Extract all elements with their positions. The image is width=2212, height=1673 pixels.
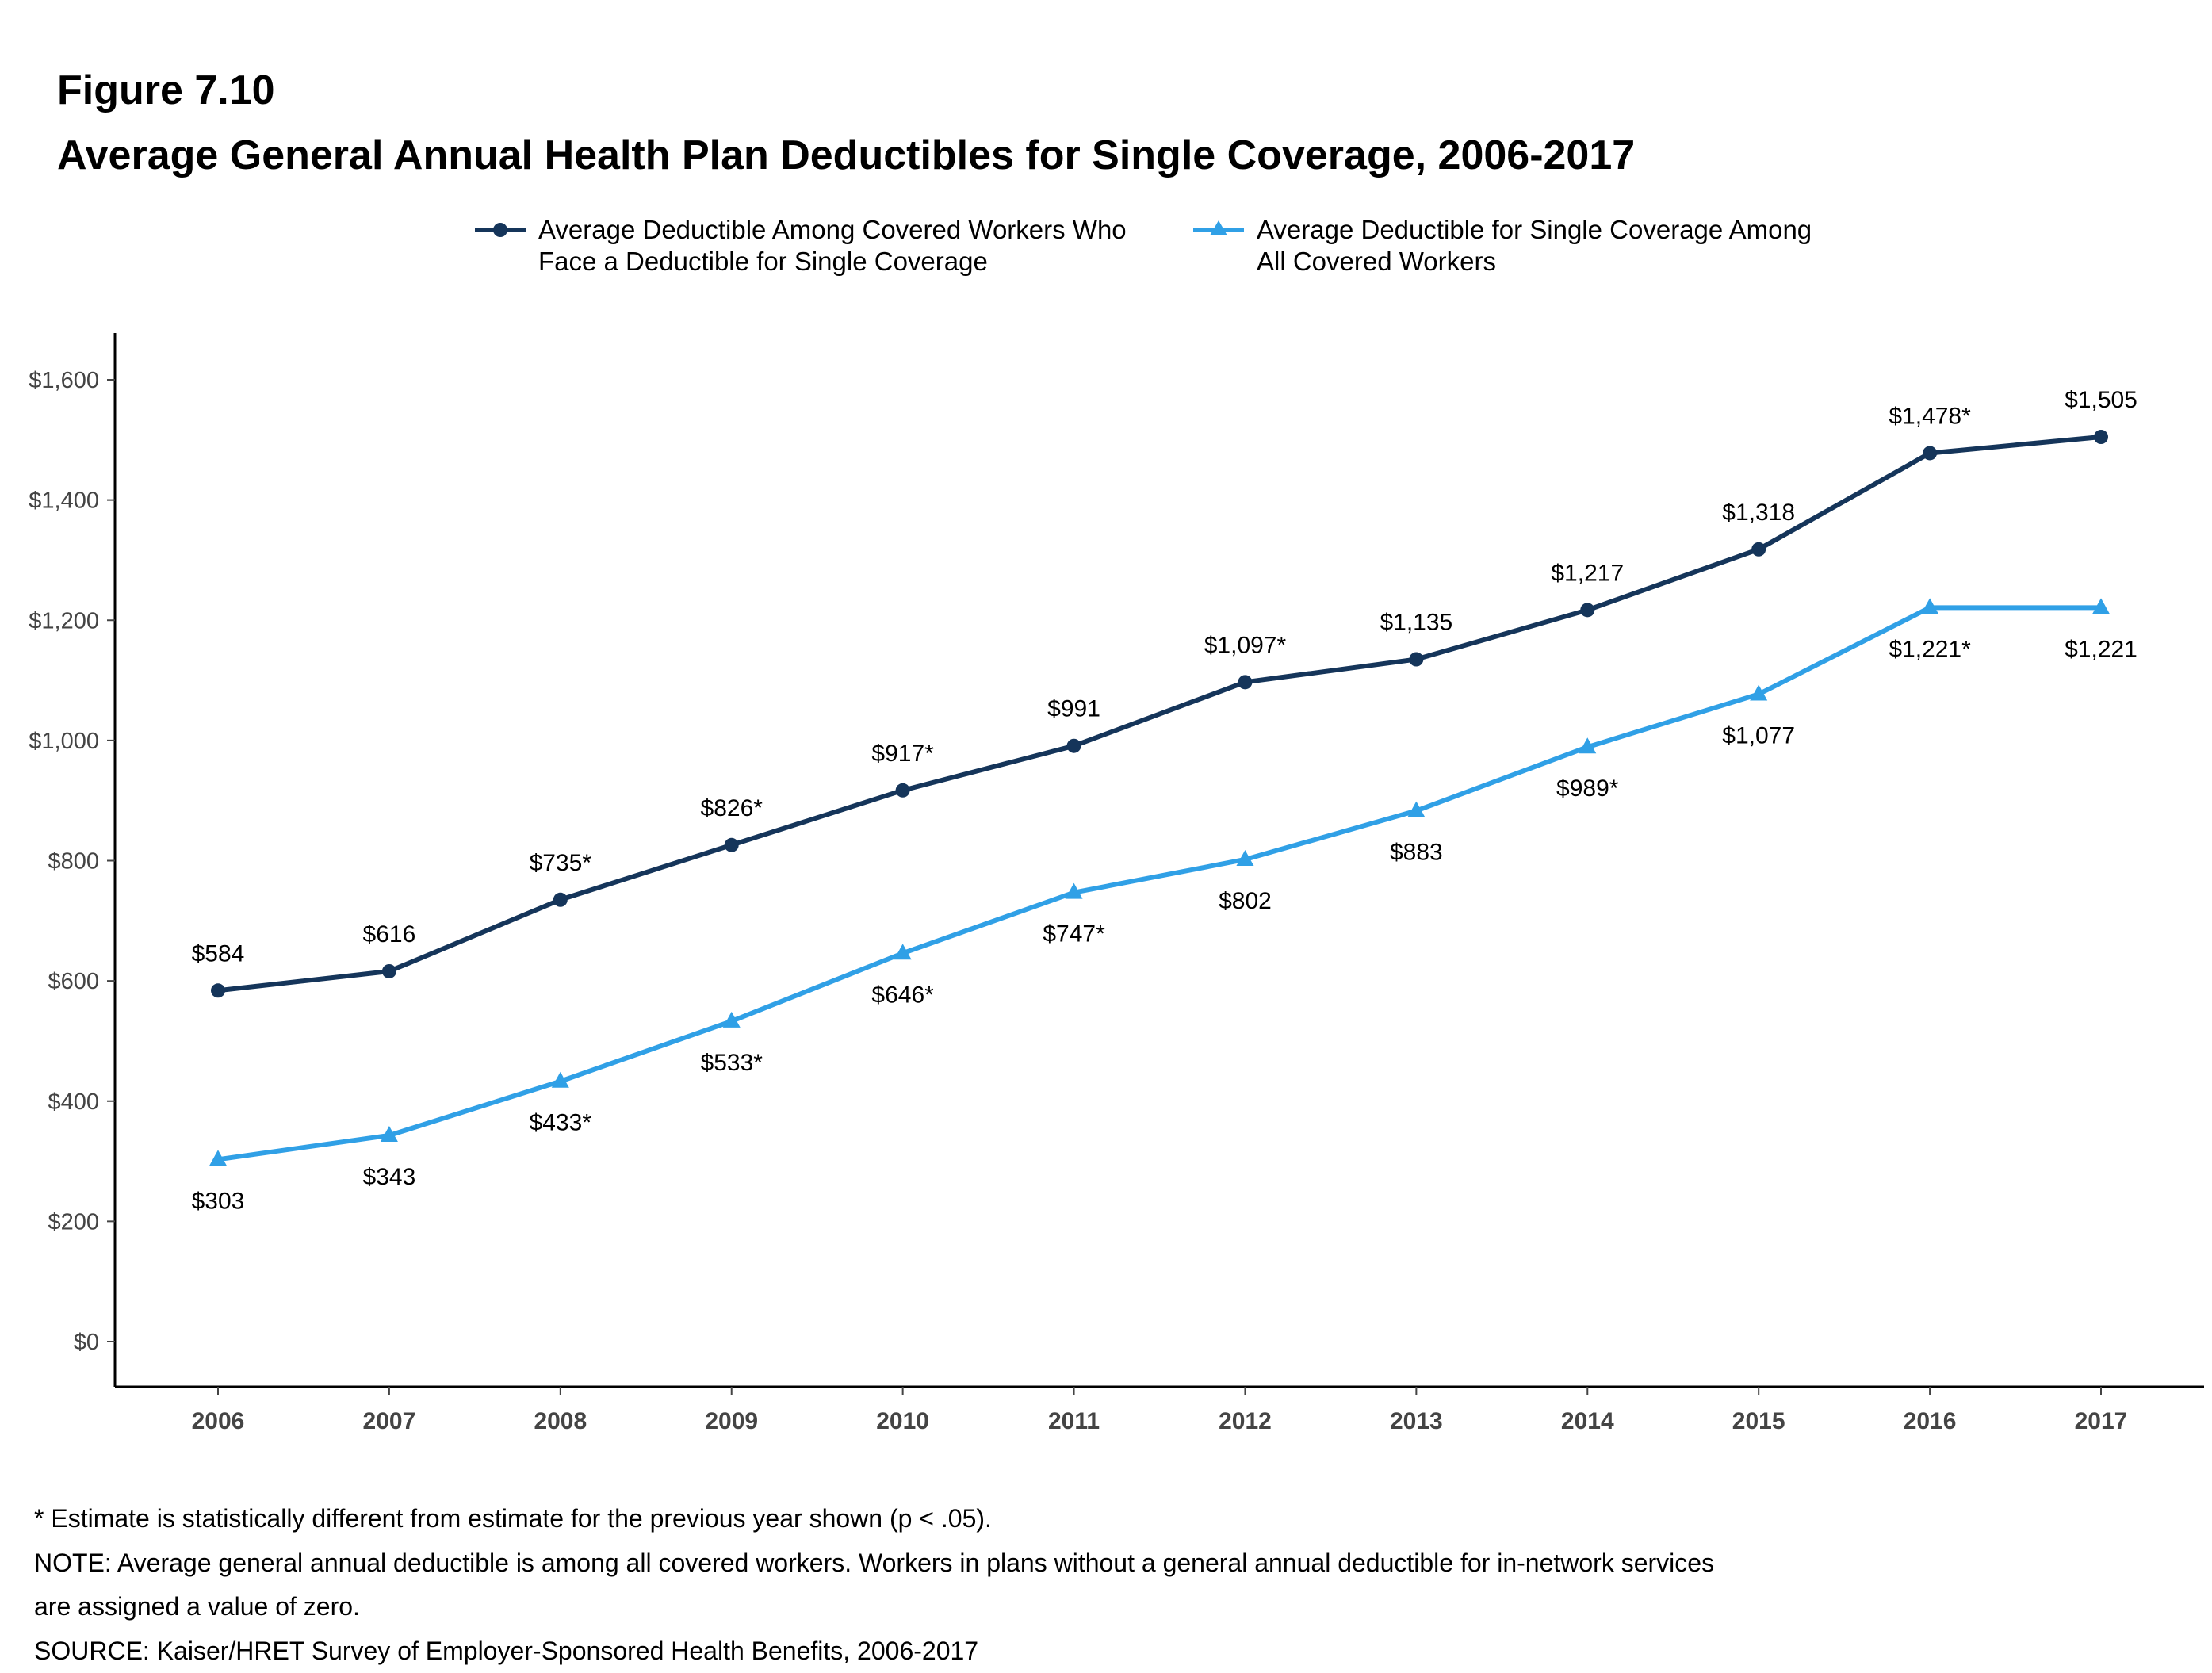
data-label: $1,217: [1551, 560, 1624, 586]
x-tick-label: 2009: [705, 1408, 758, 1434]
x-tick-label: 2013: [1390, 1408, 1443, 1434]
data-label: $989*: [1556, 775, 1619, 802]
x-tick-label: 2017: [2075, 1408, 2128, 1434]
data-label: $1,221*: [1889, 636, 1971, 662]
data-label: $747*: [1043, 921, 1105, 948]
x-tick-label: 2016: [1904, 1408, 1957, 1434]
data-point-circle: [1067, 739, 1081, 753]
data-label: $802: [1219, 888, 1272, 914]
data-label: $584: [192, 940, 245, 967]
x-tick-label: 2015: [1732, 1408, 1785, 1434]
x-tick-label: 2011: [1048, 1408, 1100, 1434]
y-tick-label: $800: [48, 849, 99, 875]
footnote-significance: * Estimate is statistically different fr…: [34, 1497, 1714, 1541]
x-tick-label: 2010: [876, 1408, 929, 1434]
data-point-circle: [725, 838, 739, 852]
data-label: $1,221: [2065, 636, 2137, 662]
data-point-circle: [2094, 430, 2108, 444]
data-label: $883: [1390, 840, 1443, 866]
data-label: $646*: [871, 982, 934, 1008]
data-point-circle: [1923, 446, 1937, 460]
x-tick-label: 2006: [192, 1408, 245, 1434]
y-tick-label: $1,000: [29, 729, 99, 754]
data-point-circle: [1409, 653, 1423, 667]
series-line-2: [218, 607, 2101, 1159]
data-label: $991: [1047, 696, 1100, 722]
footnote-source: SOURCE: Kaiser/HRET Survey of Employer-S…: [34, 1629, 1714, 1673]
data-point-circle: [553, 893, 568, 907]
y-tick-label: $600: [48, 969, 99, 994]
y-tick-label: $400: [48, 1089, 99, 1115]
y-tick-label: $1,200: [29, 608, 99, 634]
data-label: $1,077: [1722, 722, 1795, 748]
y-tick-label: $1,600: [29, 368, 99, 393]
data-label: $343: [363, 1164, 416, 1190]
footnotes: * Estimate is statistically different fr…: [34, 1497, 1714, 1673]
x-tick-label: 2012: [1219, 1408, 1272, 1434]
y-tick-label: $1,400: [29, 488, 99, 514]
data-label: $1,135: [1380, 610, 1452, 636]
data-point-circle: [896, 783, 910, 798]
data-point-circle: [211, 983, 225, 997]
data-label: $1,505: [2065, 387, 2137, 413]
x-tick-label: 2014: [1561, 1408, 1614, 1434]
footnote-note: NOTE: Average general annual deductible …: [34, 1541, 1714, 1586]
series-line-1: [218, 437, 2101, 990]
data-label: $1,478*: [1889, 403, 1971, 429]
data-label: $303: [192, 1188, 245, 1214]
data-label: $433*: [530, 1110, 592, 1136]
data-point-circle: [382, 964, 396, 978]
data-label: $1,097*: [1204, 632, 1287, 658]
data-point-circle: [1580, 603, 1594, 617]
x-tick-label: 2008: [534, 1408, 587, 1434]
y-tick-label: $0: [74, 1330, 99, 1355]
data-point-circle: [1751, 542, 1766, 557]
x-tick-label: 2007: [363, 1408, 416, 1434]
data-label: $917*: [871, 741, 934, 767]
data-label: $735*: [530, 850, 592, 876]
line-chart: $0 $200 $400 $600 $800 $1,000 $1,200 $1,400 $1,6…: [0, 0, 2212, 1491]
data-label: $616: [363, 921, 416, 948]
data-point-circle: [1238, 675, 1252, 689]
y-tick-label: $200: [48, 1209, 99, 1235]
data-label: $533*: [701, 1050, 763, 1076]
data-label: $826*: [701, 795, 763, 821]
data-label: $1,318: [1722, 500, 1795, 526]
footnote-note-cont: are assigned a value of zero.: [34, 1585, 1714, 1629]
